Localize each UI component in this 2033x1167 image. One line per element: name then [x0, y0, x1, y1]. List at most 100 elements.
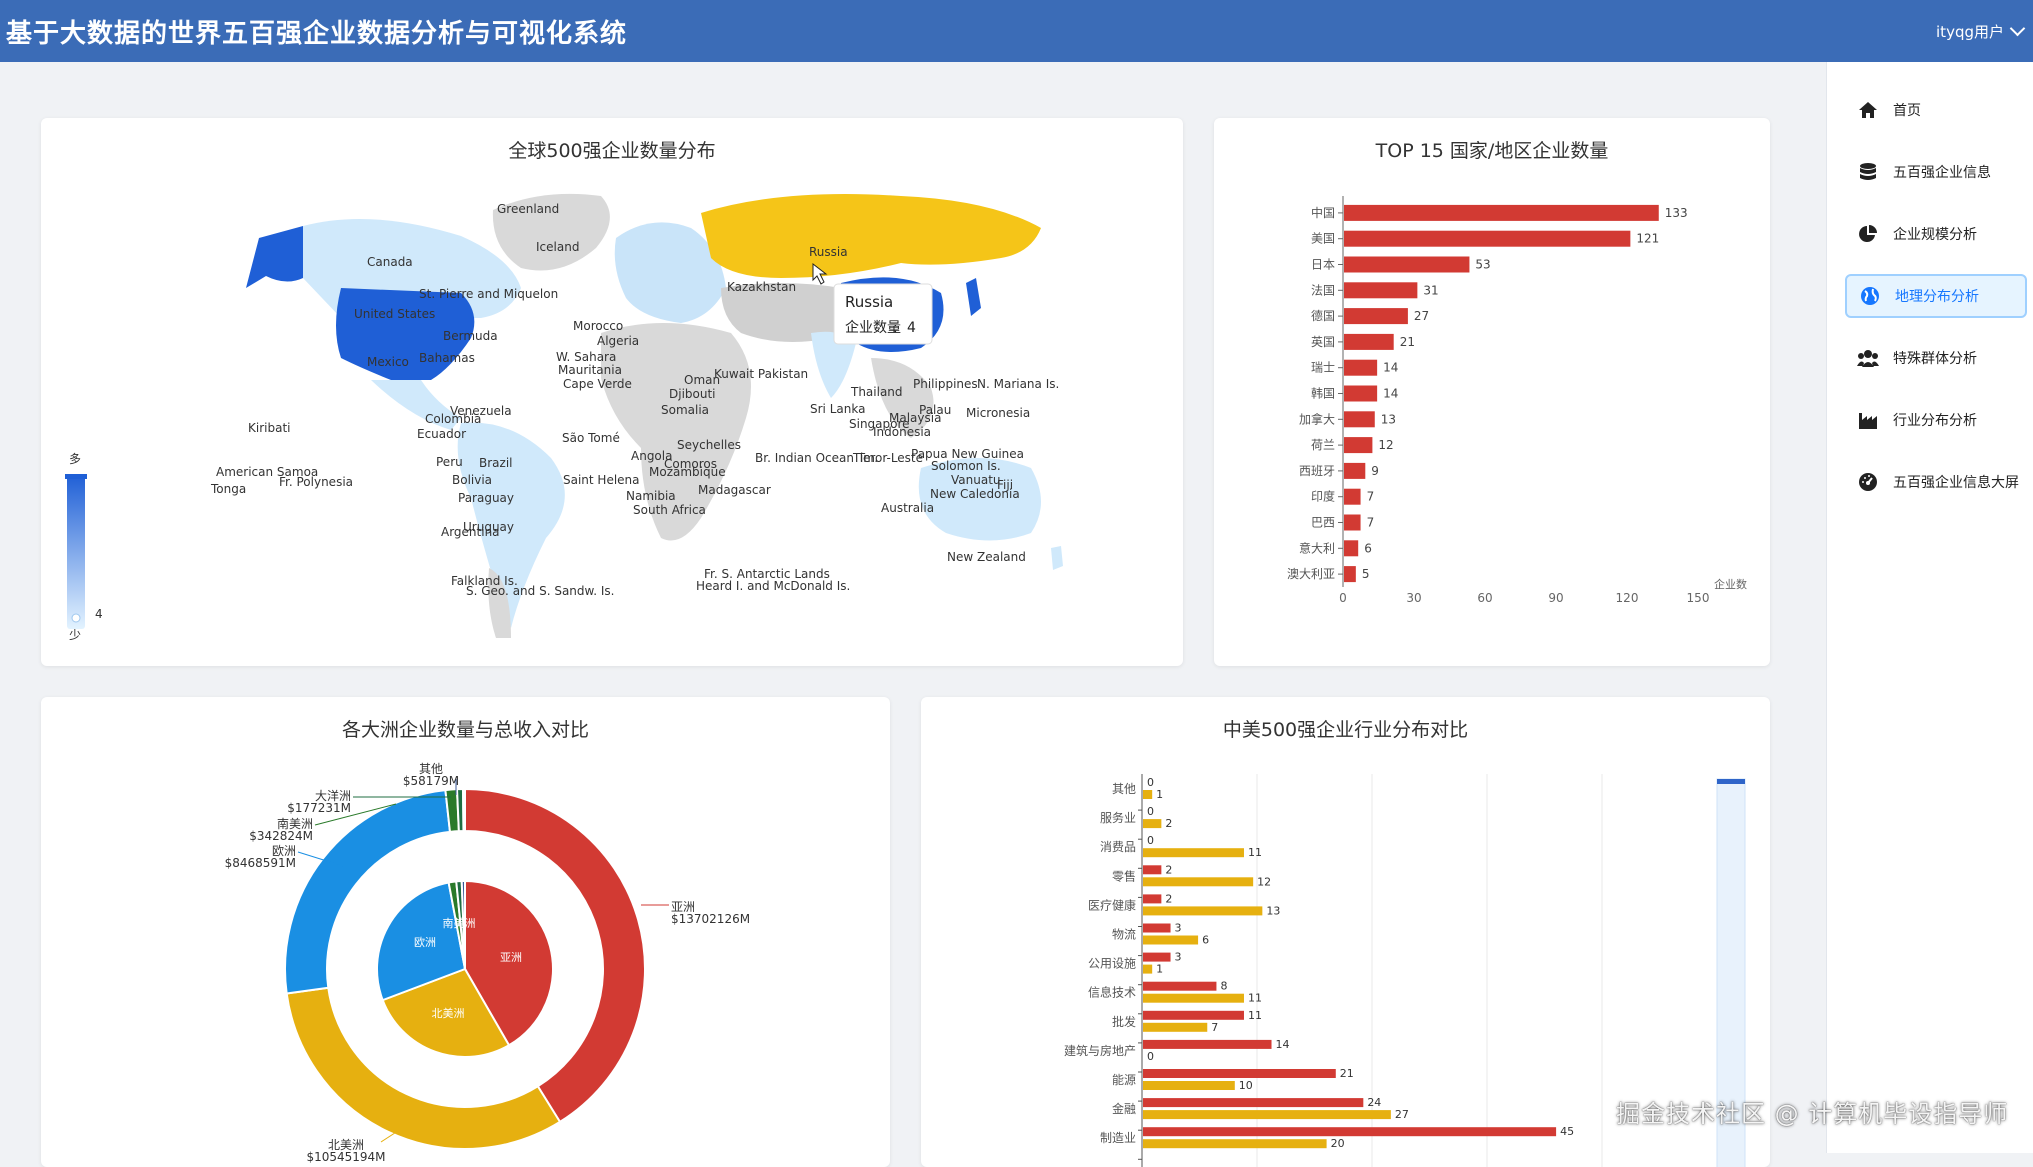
- map-label-peru: Peru: [436, 455, 463, 469]
- data-label: 2: [1165, 863, 1172, 876]
- map-labels: Greenland Canada United States St. Pierr…: [210, 202, 1059, 598]
- data-label: 1: [1156, 788, 1163, 801]
- data-label: 27: [1395, 1108, 1409, 1121]
- data-label: 6: [1202, 934, 1209, 947]
- industry-card: 中美500强企业行业分布对比 其他 0 1 服务业 0 2 消费品 0 11 零售 2 12 医疗健康 2…: [921, 697, 1770, 1167]
- map-label-djibouti: Djibouti: [669, 387, 716, 401]
- continent-card: 各大洲企业数量与总收入对比 亚洲 北美洲 欧洲 南美洲 亚洲 $13702126M 北美洲 $…: [41, 697, 890, 1167]
- map-region-southeast-asia: [871, 358, 934, 438]
- outer-label-name: 欧洲: [272, 844, 296, 858]
- bar-series-2: [1143, 993, 1244, 1003]
- outer-label-value: $10545194M: [306, 1150, 385, 1164]
- map-label-canada: Canada: [367, 255, 413, 269]
- continent-donut-chart[interactable]: 亚洲北美洲欧洲南美洲亚洲$13702126M北美洲$10545194M欧洲$84…: [41, 697, 890, 1167]
- data-label: 45: [1560, 1125, 1574, 1138]
- map-label-greenland: Greenland: [497, 202, 559, 216]
- database-icon: [1857, 161, 1879, 183]
- map-region-greenland: [492, 193, 610, 271]
- bar-series-1: [1143, 865, 1162, 875]
- tooltip-value: 4: [907, 320, 916, 336]
- category-label: 医疗健康: [1088, 897, 1136, 912]
- tooltip-label: 企业数量: [845, 319, 901, 336]
- map-label-mozambique: Mozambique: [649, 465, 726, 479]
- map-label-argentina: Argentina: [441, 525, 500, 539]
- inner-pie-slice: [464, 879, 554, 1047]
- data-label: 14: [1383, 387, 1398, 401]
- category-label: 消费品: [1100, 840, 1136, 854]
- map-label-solomon: Solomon Is.: [931, 459, 1001, 473]
- map-label-thailand: Thailand: [850, 385, 903, 399]
- map-label-algeria: Algeria: [597, 334, 639, 348]
- category-label: 韩国: [1311, 386, 1335, 401]
- map-label-mauritania: Mauritania: [558, 363, 622, 377]
- sidebar-item-scale-analysis[interactable]: 企业规模分析: [1845, 212, 2027, 256]
- data-label: 3: [1175, 922, 1182, 935]
- map-region-europe: [614, 222, 726, 323]
- data-label: 0: [1147, 834, 1154, 847]
- bar: [1344, 462, 1366, 479]
- map-label-ecuador: Ecuador: [417, 427, 466, 441]
- bar: [1344, 514, 1361, 531]
- map-label-mexico: Mexico: [367, 355, 409, 369]
- inner-pie-slice: [376, 881, 467, 1002]
- bar-series-1: [1143, 981, 1217, 991]
- category-label: 服务业: [1100, 810, 1136, 825]
- map-label-tonga: Tonga: [210, 482, 246, 496]
- map-region-india: [811, 331, 856, 398]
- category-label: 物流: [1112, 928, 1136, 942]
- top-header-bar: 基于大数据的世界五百强企业数据分析与可视化系统 ityqg用户: [0, 0, 2033, 62]
- category-label: 西班牙: [1299, 464, 1335, 478]
- sidebar-item-label: 行业分布分析: [1893, 413, 1977, 429]
- cursor-icon: [812, 262, 828, 285]
- x-tick-label: 30: [1406, 591, 1421, 605]
- globe-icon: [1859, 285, 1881, 307]
- sidebar-item-label: 企业规模分析: [1893, 227, 1977, 243]
- data-label: 12: [1378, 438, 1393, 452]
- sidebar: 首页 五百强企业信息 企业规模分析 地理分布分析 特殊群体分析 行业分布分析: [1826, 62, 2033, 1153]
- outer-label-name: 其他: [419, 762, 443, 776]
- user-menu[interactable]: ityqg用户: [1936, 20, 2026, 42]
- top15-bar-chart[interactable]: 0 30 60 90 120 150 企业数 中国 133 美国 121 日本 53 法国 31 德国 27 英国…: [1214, 118, 1770, 666]
- category-label: 建筑与房地产: [1064, 1043, 1136, 1058]
- data-label: 11: [1248, 846, 1262, 859]
- sidebar-item-home[interactable]: 首页: [1845, 88, 2027, 132]
- category-label: 意大利: [1299, 540, 1335, 555]
- data-label: 5: [1362, 567, 1370, 581]
- bar-series-1: [1143, 1069, 1336, 1078]
- users-icon: [1857, 347, 1879, 369]
- bar-series-2: [1143, 819, 1162, 829]
- sidebar-item-industry-analysis[interactable]: 行业分布分析: [1845, 398, 2027, 442]
- data-label: 11: [1248, 1009, 1262, 1022]
- sidebar-item-enterprise-info[interactable]: 五百强企业信息: [1845, 150, 2027, 194]
- svg-text::: :: [893, 320, 898, 336]
- sidebar-item-dashboard[interactable]: 五百强企业信息大屏: [1845, 460, 2027, 504]
- map-label-american-samoa: American Samoa: [216, 465, 318, 479]
- x-tick-label: 150: [1687, 591, 1710, 605]
- world-map[interactable]: Greenland Canada United States St. Pierr…: [41, 118, 1183, 666]
- map-region-south-america: [457, 422, 565, 628]
- category-label: 澳大利亚: [1287, 567, 1335, 581]
- data-label: 13: [1381, 412, 1396, 426]
- map-legend-low: 少: [69, 628, 81, 642]
- map-legend-min-value: 4: [95, 607, 103, 621]
- category-label: 瑞士: [1311, 361, 1335, 375]
- map-label-bermuda: Bermuda: [443, 329, 498, 343]
- sidebar-item-special-groups[interactable]: 特殊群体分析: [1845, 336, 2027, 380]
- inner-pie-label: 亚洲: [500, 951, 522, 964]
- sidebar-item-geo-analysis[interactable]: 地理分布分析: [1845, 274, 2027, 318]
- map-label-indonesia: Indonesia: [873, 425, 931, 439]
- data-label: 2: [1165, 892, 1172, 905]
- map-label-somalia: Somalia: [661, 403, 709, 417]
- bar-series-2: [1143, 848, 1244, 858]
- world-map-card: 全球500强企业数量分布 Greenland: [41, 118, 1183, 666]
- bar-series-2: [1143, 1110, 1391, 1120]
- map-label-namibia: Namibia: [626, 489, 676, 503]
- map-label-fiji: Fiji: [997, 478, 1013, 492]
- map-label-singapore: Singapore: [849, 417, 910, 431]
- category-label: 印度: [1311, 489, 1335, 504]
- data-label: 0: [1147, 1050, 1154, 1063]
- bar: [1344, 437, 1373, 454]
- map-region-australia: [918, 458, 1041, 541]
- map-label-cape-verde: Cape Verde: [563, 377, 632, 391]
